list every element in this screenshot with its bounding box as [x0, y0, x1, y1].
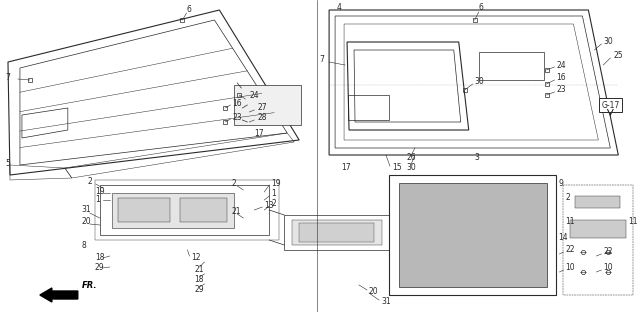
Text: 2: 2	[88, 178, 93, 187]
Text: 7: 7	[5, 74, 10, 82]
Text: 18: 18	[195, 275, 204, 284]
Text: 24: 24	[556, 61, 566, 70]
Text: 6: 6	[186, 4, 191, 13]
Text: 18: 18	[95, 253, 104, 262]
Text: 1: 1	[95, 196, 99, 204]
Text: G-17: G-17	[601, 100, 620, 110]
Text: 5: 5	[5, 158, 10, 168]
Text: 30: 30	[475, 77, 484, 86]
Text: 23: 23	[556, 85, 566, 95]
Text: 21: 21	[232, 207, 241, 217]
Polygon shape	[299, 223, 374, 242]
Text: 25: 25	[613, 51, 623, 61]
Text: 23: 23	[232, 113, 242, 121]
Text: 9: 9	[559, 178, 563, 188]
Polygon shape	[112, 193, 234, 228]
Text: 17: 17	[254, 129, 264, 138]
Text: 22: 22	[566, 246, 575, 255]
Text: 24: 24	[250, 91, 259, 100]
Text: 29: 29	[195, 285, 204, 294]
Polygon shape	[570, 220, 627, 238]
Polygon shape	[179, 198, 227, 222]
Text: 2: 2	[271, 198, 276, 207]
Text: 14: 14	[559, 233, 568, 242]
Text: 30: 30	[604, 37, 613, 46]
Text: 2: 2	[566, 193, 570, 202]
Text: 8: 8	[82, 241, 86, 250]
Text: 31: 31	[381, 298, 390, 306]
Polygon shape	[118, 198, 170, 222]
Text: 27: 27	[257, 104, 267, 113]
Text: 11: 11	[566, 217, 575, 227]
Text: 22: 22	[604, 247, 613, 256]
Text: 20: 20	[82, 217, 92, 227]
Text: 13: 13	[264, 201, 274, 209]
Polygon shape	[292, 220, 382, 245]
Text: 26: 26	[407, 154, 417, 163]
Text: 1: 1	[271, 188, 276, 197]
FancyArrow shape	[40, 288, 78, 302]
Text: 16: 16	[232, 99, 242, 108]
Text: 19: 19	[271, 178, 281, 188]
Text: 12: 12	[191, 253, 201, 262]
Text: 6: 6	[479, 3, 484, 12]
Text: 16: 16	[556, 74, 566, 82]
Text: 29: 29	[95, 264, 104, 272]
Text: 31: 31	[82, 206, 92, 215]
Text: 4: 4	[337, 3, 342, 12]
Text: 28: 28	[257, 114, 267, 123]
Text: 20: 20	[369, 287, 379, 296]
Text: FR.: FR.	[82, 281, 97, 290]
Text: 2: 2	[232, 179, 236, 188]
Text: 30: 30	[407, 163, 417, 173]
Text: 10: 10	[566, 264, 575, 272]
Text: 19: 19	[95, 188, 104, 197]
Text: 10: 10	[604, 264, 613, 272]
Text: 15: 15	[392, 163, 401, 173]
Text: 7: 7	[319, 56, 324, 65]
Polygon shape	[234, 85, 301, 125]
Polygon shape	[575, 196, 620, 208]
Text: 17: 17	[341, 163, 351, 173]
Polygon shape	[399, 183, 547, 287]
Text: 11: 11	[628, 217, 638, 227]
Text: 3: 3	[475, 154, 479, 163]
Text: 21: 21	[195, 265, 204, 274]
